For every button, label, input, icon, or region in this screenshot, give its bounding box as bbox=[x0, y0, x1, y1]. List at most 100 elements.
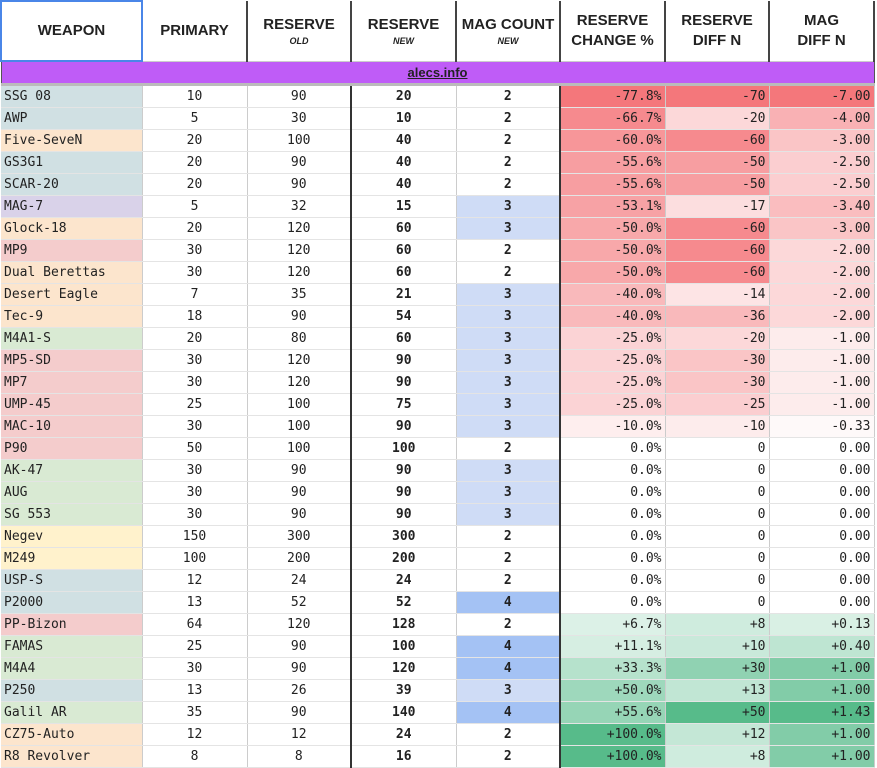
primary-cell[interactable]: 5 bbox=[142, 107, 248, 130]
mag-count-cell[interactable]: 2 bbox=[456, 569, 561, 592]
reserve-old-cell[interactable]: 120 bbox=[247, 261, 352, 284]
mag-count-cell[interactable]: 4 bbox=[456, 635, 561, 658]
reserve-diff-cell[interactable]: +8 bbox=[665, 613, 770, 636]
reserve-diff-cell[interactable]: -17 bbox=[665, 195, 770, 218]
reserve-diff-cell[interactable]: +12 bbox=[665, 723, 770, 746]
reserve-new-cell[interactable]: 40 bbox=[351, 151, 457, 174]
reserve-new-cell[interactable]: 120 bbox=[351, 657, 457, 680]
mag-count-cell[interactable]: 3 bbox=[456, 371, 561, 394]
reserve-change-cell[interactable]: 0.0% bbox=[560, 437, 666, 460]
primary-cell[interactable]: 30 bbox=[142, 503, 248, 526]
primary-cell[interactable]: 12 bbox=[142, 723, 248, 746]
reserve-old-cell[interactable]: 120 bbox=[247, 613, 352, 636]
reserve-diff-cell[interactable]: +8 bbox=[665, 745, 770, 768]
mag-diff-cell[interactable]: -2.00 bbox=[769, 283, 875, 306]
reserve-change-cell[interactable]: -10.0% bbox=[560, 415, 666, 438]
mag-diff-cell[interactable]: -1.00 bbox=[769, 349, 875, 372]
reserve-old-cell[interactable]: 120 bbox=[247, 239, 352, 262]
mag-diff-cell[interactable]: 0.00 bbox=[769, 525, 875, 548]
mag-count-cell[interactable]: 4 bbox=[456, 591, 561, 614]
reserve-old-cell[interactable]: 90 bbox=[247, 305, 352, 328]
mag-diff-cell[interactable]: +1.00 bbox=[769, 723, 875, 746]
mag-diff-cell[interactable]: -2.00 bbox=[769, 305, 875, 328]
reserve-old-cell[interactable]: 12 bbox=[247, 723, 352, 746]
reserve-old-cell[interactable]: 8 bbox=[247, 745, 352, 768]
reserve-change-cell[interactable]: +6.7% bbox=[560, 613, 666, 636]
reserve-diff-cell[interactable]: -60 bbox=[665, 217, 770, 240]
header-mag-diff[interactable]: MAG DIFF N bbox=[769, 1, 875, 62]
mag-diff-cell[interactable]: 0.00 bbox=[769, 437, 875, 460]
primary-cell[interactable]: 30 bbox=[142, 415, 248, 438]
reserve-change-cell[interactable]: -40.0% bbox=[560, 283, 666, 306]
reserve-new-cell[interactable]: 75 bbox=[351, 393, 457, 416]
mag-count-cell[interactable]: 3 bbox=[456, 217, 561, 240]
mag-count-cell[interactable]: 2 bbox=[456, 84, 561, 108]
mag-count-cell[interactable]: 2 bbox=[456, 745, 561, 768]
reserve-old-cell[interactable]: 100 bbox=[247, 415, 352, 438]
mag-count-cell[interactable]: 2 bbox=[456, 437, 561, 460]
reserve-diff-cell[interactable]: -14 bbox=[665, 283, 770, 306]
reserve-old-cell[interactable]: 90 bbox=[247, 459, 352, 482]
primary-cell[interactable]: 64 bbox=[142, 613, 248, 636]
reserve-old-cell[interactable]: 30 bbox=[247, 107, 352, 130]
reserve-new-cell[interactable]: 300 bbox=[351, 525, 457, 548]
reserve-diff-cell[interactable]: -60 bbox=[665, 129, 770, 152]
header-reserve-diff[interactable]: RESERVE DIFF N bbox=[665, 1, 770, 62]
reserve-diff-cell[interactable]: -36 bbox=[665, 305, 770, 328]
reserve-diff-cell[interactable]: -50 bbox=[665, 173, 770, 196]
weapon-name-cell[interactable]: Dual Berettas bbox=[1, 261, 143, 284]
reserve-old-cell[interactable]: 90 bbox=[247, 503, 352, 526]
mag-count-cell[interactable]: 3 bbox=[456, 503, 561, 526]
reserve-new-cell[interactable]: 15 bbox=[351, 195, 457, 218]
reserve-diff-cell[interactable]: -60 bbox=[665, 261, 770, 284]
primary-cell[interactable]: 20 bbox=[142, 327, 248, 350]
weapon-name-cell[interactable]: MP5-SD bbox=[1, 349, 143, 372]
mag-count-cell[interactable]: 4 bbox=[456, 701, 561, 724]
primary-cell[interactable]: 35 bbox=[142, 701, 248, 724]
reserve-change-cell[interactable]: 0.0% bbox=[560, 547, 666, 570]
weapon-name-cell[interactable]: Negev bbox=[1, 525, 143, 548]
weapon-name-cell[interactable]: UMP-45 bbox=[1, 393, 143, 416]
reserve-new-cell[interactable]: 39 bbox=[351, 679, 457, 702]
primary-cell[interactable]: 25 bbox=[142, 393, 248, 416]
reserve-old-cell[interactable]: 90 bbox=[247, 84, 352, 108]
reserve-change-cell[interactable]: +100.0% bbox=[560, 723, 666, 746]
reserve-new-cell[interactable]: 60 bbox=[351, 327, 457, 350]
reserve-old-cell[interactable]: 90 bbox=[247, 657, 352, 680]
reserve-change-cell[interactable]: -66.7% bbox=[560, 107, 666, 130]
reserve-diff-cell[interactable]: -60 bbox=[665, 239, 770, 262]
primary-cell[interactable]: 30 bbox=[142, 261, 248, 284]
mag-count-cell[interactable]: 3 bbox=[456, 679, 561, 702]
reserve-new-cell[interactable]: 40 bbox=[351, 173, 457, 196]
reserve-old-cell[interactable]: 26 bbox=[247, 679, 352, 702]
mag-diff-cell[interactable]: 0.00 bbox=[769, 547, 875, 570]
weapon-name-cell[interactable]: FAMAS bbox=[1, 635, 143, 658]
mag-diff-cell[interactable]: -0.33 bbox=[769, 415, 875, 438]
weapon-name-cell[interactable]: Five-SeveN bbox=[1, 129, 143, 152]
mag-count-cell[interactable]: 3 bbox=[456, 459, 561, 482]
reserve-diff-cell[interactable]: -20 bbox=[665, 327, 770, 350]
weapon-name-cell[interactable]: P90 bbox=[1, 437, 143, 460]
reserve-old-cell[interactable]: 32 bbox=[247, 195, 352, 218]
mag-count-cell[interactable]: 2 bbox=[456, 239, 561, 262]
primary-cell[interactable]: 20 bbox=[142, 173, 248, 196]
reserve-old-cell[interactable]: 100 bbox=[247, 129, 352, 152]
primary-cell[interactable]: 7 bbox=[142, 283, 248, 306]
mag-diff-cell[interactable]: 0.00 bbox=[769, 459, 875, 482]
reserve-diff-cell[interactable]: +13 bbox=[665, 679, 770, 702]
mag-count-cell[interactable]: 2 bbox=[456, 261, 561, 284]
header-mag-count[interactable]: MAG COUNT NEW bbox=[456, 1, 561, 62]
mag-diff-cell[interactable]: +1.43 bbox=[769, 701, 875, 724]
reserve-new-cell[interactable]: 40 bbox=[351, 129, 457, 152]
weapon-name-cell[interactable]: SG 553 bbox=[1, 503, 143, 526]
reserve-change-cell[interactable]: -40.0% bbox=[560, 305, 666, 328]
mag-diff-cell[interactable]: -3.40 bbox=[769, 195, 875, 218]
reserve-diff-cell[interactable]: +10 bbox=[665, 635, 770, 658]
mag-diff-cell[interactable]: 0.00 bbox=[769, 591, 875, 614]
primary-cell[interactable]: 8 bbox=[142, 745, 248, 768]
weapon-name-cell[interactable]: CZ75-Auto bbox=[1, 723, 143, 746]
weapon-name-cell[interactable]: P2000 bbox=[1, 591, 143, 614]
reserve-old-cell[interactable]: 35 bbox=[247, 283, 352, 306]
weapon-name-cell[interactable]: MAC-10 bbox=[1, 415, 143, 438]
reserve-diff-cell[interactable]: +50 bbox=[665, 701, 770, 724]
